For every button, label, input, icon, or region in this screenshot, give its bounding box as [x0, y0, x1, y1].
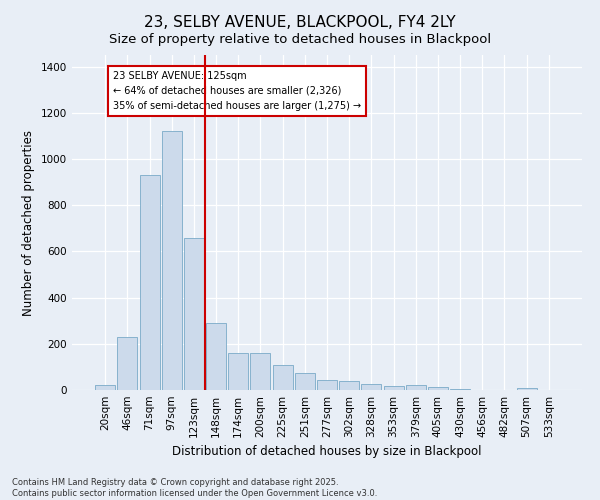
- Bar: [428, 387, 448, 390]
- Bar: [118, 337, 137, 390]
- Bar: [184, 238, 204, 390]
- Bar: [361, 384, 382, 390]
- Bar: [95, 386, 115, 390]
- Bar: [206, 323, 226, 390]
- Bar: [228, 353, 248, 390]
- Bar: [339, 381, 359, 390]
- Bar: [406, 385, 426, 390]
- Bar: [517, 388, 536, 390]
- Bar: [272, 364, 293, 390]
- Text: Contains HM Land Registry data © Crown copyright and database right 2025.
Contai: Contains HM Land Registry data © Crown c…: [12, 478, 377, 498]
- X-axis label: Distribution of detached houses by size in Blackpool: Distribution of detached houses by size …: [172, 446, 482, 458]
- Text: Size of property relative to detached houses in Blackpool: Size of property relative to detached ho…: [109, 32, 491, 46]
- Bar: [317, 380, 337, 390]
- Bar: [162, 131, 182, 390]
- Text: 23 SELBY AVENUE: 125sqm
← 64% of detached houses are smaller (2,326)
35% of semi: 23 SELBY AVENUE: 125sqm ← 64% of detache…: [113, 71, 361, 111]
- Y-axis label: Number of detached properties: Number of detached properties: [22, 130, 35, 316]
- Bar: [450, 389, 470, 390]
- Bar: [383, 386, 404, 390]
- Bar: [295, 372, 315, 390]
- Bar: [250, 353, 271, 390]
- Bar: [140, 175, 160, 390]
- Text: 23, SELBY AVENUE, BLACKPOOL, FY4 2LY: 23, SELBY AVENUE, BLACKPOOL, FY4 2LY: [144, 15, 456, 30]
